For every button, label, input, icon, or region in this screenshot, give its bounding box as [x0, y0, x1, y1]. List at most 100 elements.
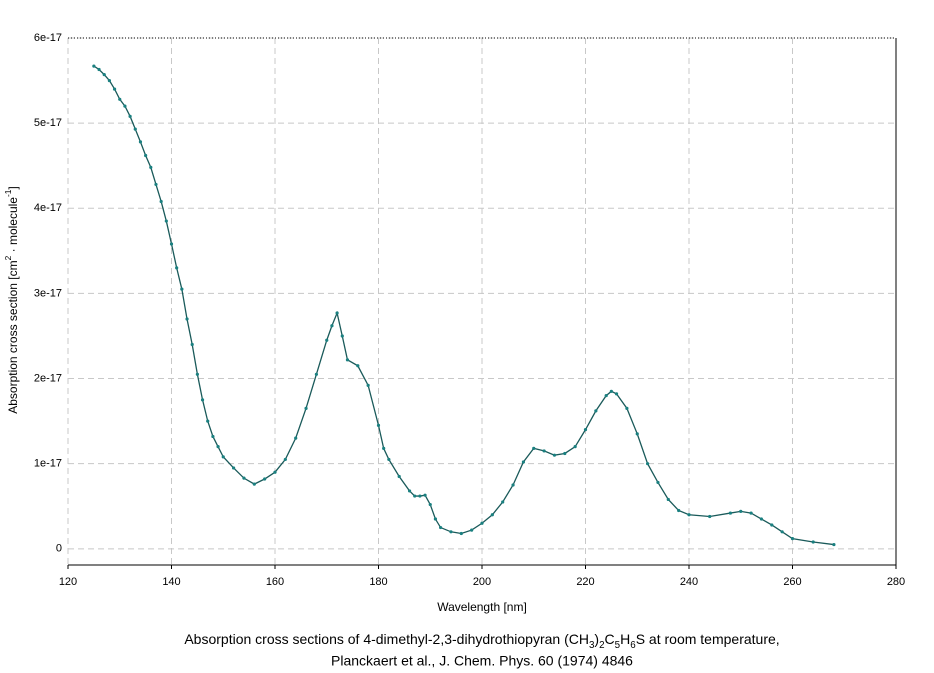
data-point — [739, 509, 743, 513]
data-point — [677, 508, 681, 513]
text-part: C — [605, 631, 615, 647]
data-point — [211, 434, 215, 439]
data-point — [490, 513, 494, 517]
data-point — [759, 517, 764, 521]
data-point — [112, 87, 117, 91]
data-point — [154, 182, 158, 187]
data-point — [335, 311, 339, 315]
data-point — [159, 199, 163, 204]
data-point — [294, 436, 298, 440]
data-point — [532, 446, 536, 450]
data-point — [221, 455, 225, 459]
data-point — [832, 542, 836, 547]
text-part: 2 — [3, 255, 13, 260]
text-part: 3 — [589, 640, 595, 651]
data-point — [242, 476, 246, 480]
data-point — [314, 372, 318, 376]
x-tick-label: 120 — [59, 576, 77, 588]
x-tick-label: 140 — [162, 576, 180, 588]
x-tick-label: 240 — [680, 576, 698, 588]
y-tick-label: 1e-17 — [34, 458, 62, 470]
text-part: Absorption cross section [cm — [6, 260, 20, 413]
x-tick-label: 160 — [266, 576, 284, 588]
data-line — [93, 65, 834, 546]
y-tick-label: 4e-17 — [34, 202, 62, 214]
y-axis-label: Absorption cross section [cm2 · molecule… — [3, 186, 20, 414]
data-point — [656, 480, 660, 485]
data-point — [128, 114, 132, 118]
data-point — [366, 383, 370, 387]
data-point — [573, 445, 577, 449]
data-point — [811, 540, 815, 544]
text-part: -1 — [3, 189, 13, 197]
data-point — [614, 392, 619, 396]
data-point — [790, 537, 795, 541]
caption-line: Planckaert et al., J. Chem. Phys. 60 (19… — [331, 653, 633, 669]
text-part: H — [620, 631, 630, 647]
data-point — [200, 398, 205, 402]
y-tick-label: 3e-17 — [34, 287, 62, 299]
x-tick-label: 260 — [783, 576, 801, 588]
y-tick-label: 6e-17 — [34, 32, 62, 44]
data-point — [304, 406, 308, 410]
x-tick-label: 180 — [369, 576, 387, 588]
x-tick-label: 280 — [887, 576, 905, 588]
data-point — [459, 531, 463, 536]
data-point — [180, 287, 184, 291]
data-point — [521, 460, 526, 464]
data-point — [107, 78, 111, 83]
data-point — [345, 358, 350, 362]
data-point — [604, 393, 608, 398]
data-point — [325, 338, 329, 342]
text-part: ) — [594, 631, 599, 647]
data-point — [102, 73, 106, 77]
data-point — [356, 364, 360, 368]
data-point — [770, 523, 774, 527]
data-point — [480, 521, 484, 525]
data-point — [563, 451, 567, 456]
data-point — [216, 445, 220, 449]
data-point — [449, 530, 453, 534]
data-point — [552, 453, 557, 457]
data-point — [609, 389, 613, 393]
data-point — [418, 494, 422, 498]
data-point — [542, 449, 546, 453]
data-point — [428, 502, 432, 507]
data-point — [144, 153, 148, 158]
data-point — [382, 446, 386, 450]
data-point — [407, 489, 412, 493]
data-point — [263, 477, 267, 481]
data-point — [340, 334, 344, 338]
data-point — [470, 528, 474, 532]
text-part: S at room temperature, — [636, 631, 780, 647]
text-part: 5 — [615, 640, 621, 651]
data-point — [232, 466, 236, 470]
data-point — [138, 140, 143, 144]
text-part: · molecule — [6, 197, 20, 256]
data-point — [413, 494, 417, 498]
data-point — [206, 419, 210, 423]
text-part: Absorption cross sections of 4-dimethyl-… — [184, 631, 589, 647]
data-point — [97, 67, 101, 72]
data-point — [780, 530, 784, 534]
data-point — [190, 342, 194, 347]
data-point — [501, 500, 505, 504]
data-point — [92, 64, 96, 68]
data-point — [583, 428, 588, 432]
data-point — [252, 482, 256, 486]
y-tick-label: 5e-17 — [34, 117, 62, 129]
data-point — [273, 470, 277, 474]
data-point — [387, 457, 391, 462]
data-point — [164, 219, 168, 223]
data-point — [646, 462, 650, 466]
text-part: ] — [6, 186, 20, 189]
data-point — [423, 493, 427, 497]
x-axis-label: Wavelength [nm] — [437, 600, 527, 614]
data-point — [376, 423, 381, 427]
data-point — [330, 324, 334, 328]
data-point — [185, 317, 189, 321]
data-point — [635, 432, 639, 436]
data-point — [123, 104, 127, 108]
text-part: 2 — [599, 640, 604, 651]
data-point — [708, 514, 712, 519]
